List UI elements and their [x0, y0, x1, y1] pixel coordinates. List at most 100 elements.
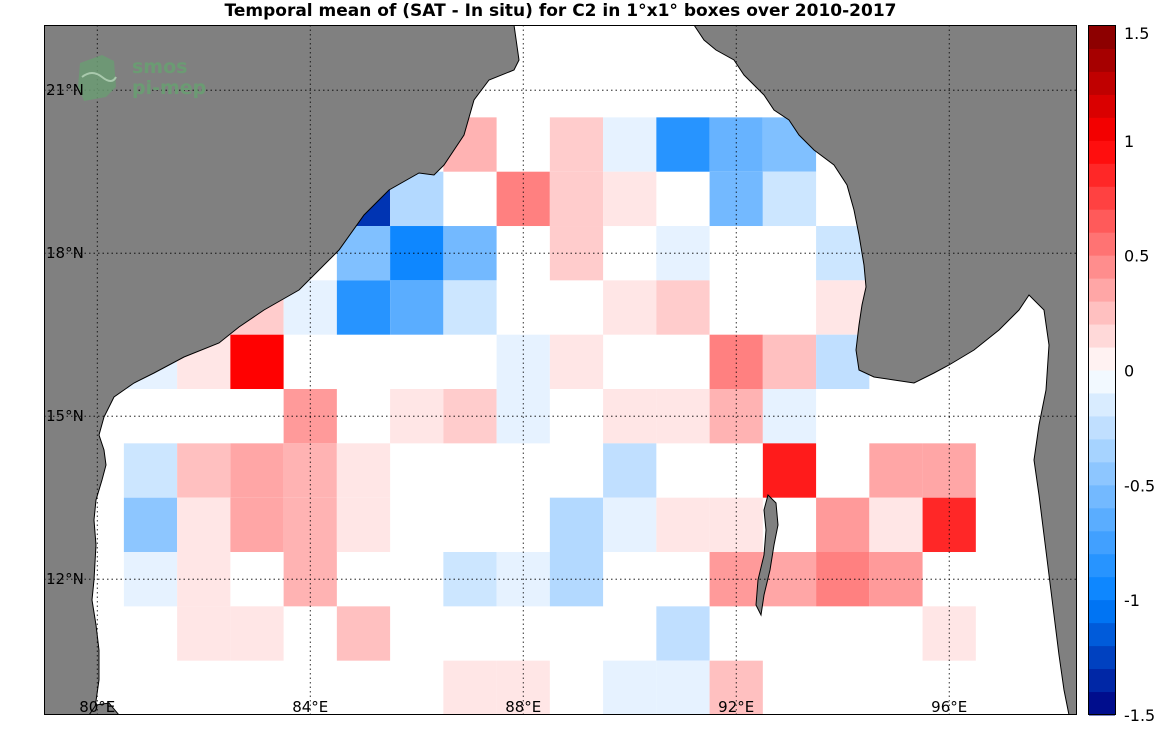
colorbar-bin [1089, 485, 1115, 509]
longitude-label: 96°E [931, 698, 967, 715]
heatmap-cell [230, 334, 284, 390]
heatmap-cell [336, 280, 391, 335]
colorbar-bin [1089, 209, 1115, 234]
heatmap-cell [443, 660, 497, 715]
heatmap-cell [762, 443, 817, 498]
heatmap-cell [549, 334, 604, 390]
heatmap-cell [177, 443, 231, 498]
heatmap-cell [869, 497, 923, 553]
land-andaman [755, 494, 779, 617]
heatmap-cell [390, 226, 444, 281]
heatmap-cell [230, 497, 284, 553]
heatmap-cell [496, 334, 550, 390]
heatmap-cell [443, 389, 497, 444]
heatmap-cell [709, 389, 763, 444]
colorbar-bin [1089, 577, 1115, 601]
colorbar-bin [1089, 508, 1115, 532]
chart-title: Temporal mean of (SAT - In situ) for C2 … [224, 1, 897, 21]
colorbar-bin [1089, 301, 1115, 326]
colorbar-bin [1089, 48, 1115, 73]
logo-mark-icon [78, 55, 116, 101]
colorbar-ticks: 1.5 1 0.5 0 -0.5 -1 -1.5 [1124, 25, 1155, 725]
colorbar-bin [1089, 623, 1115, 647]
heatmap-cell [390, 389, 444, 444]
heatmap-cell [549, 497, 604, 553]
longitude-label: 88°E [505, 698, 541, 715]
heatmap-cell [177, 606, 231, 661]
heatmap-cell [230, 443, 284, 498]
longitude-label: 80°E [79, 698, 115, 715]
heatmap-cell [656, 117, 710, 172]
heatmap-cell [496, 389, 550, 444]
heatmap-cell [762, 171, 817, 227]
colorbar-bin [1089, 278, 1115, 303]
heatmap-cell [603, 171, 657, 227]
colorbar-bin [1089, 439, 1115, 463]
heatmap-cell [603, 497, 657, 553]
heatmap-cell [762, 334, 817, 390]
colorbar-frame [1088, 25, 1116, 715]
land-myanmar [693, 25, 1077, 715]
colorbar-bin [1089, 462, 1115, 486]
colorbar-bin [1089, 646, 1115, 670]
colorbar-bin [1089, 324, 1115, 349]
heatmap-cell [177, 552, 231, 607]
heatmap-cell [443, 280, 497, 335]
colorbar-tick-label: 0.5 [1124, 247, 1149, 266]
colorbar-tick-label: -0.5 [1124, 476, 1155, 495]
colorbar-bin [1089, 669, 1115, 693]
colorbar-tick-label: -1.5 [1124, 706, 1155, 725]
longitude-label: 84°E [292, 698, 328, 715]
heatmap-cell [496, 171, 550, 227]
heatmap-cell [603, 117, 657, 172]
smos-logo: smos pi-mep [78, 55, 206, 101]
colorbar-bin [1089, 26, 1115, 50]
logo-text-pimep: pi-mep [132, 77, 206, 99]
colorbar-bin [1089, 94, 1115, 119]
colorbar-tick-label: -1 [1124, 591, 1140, 610]
heatmap-cell [549, 171, 604, 227]
heatmap-cell [443, 552, 497, 607]
heatmap-cell [603, 660, 657, 715]
colorbar-tick-label: 0 [1124, 362, 1134, 381]
latitude-label: 21°N [46, 81, 84, 99]
colorbar-bin [1089, 347, 1115, 371]
colorbar-bin [1089, 531, 1115, 555]
heatmap-cell [656, 606, 710, 661]
longitude-labels: 80°E 84°E 88°E 92°E 96°E [79, 698, 967, 715]
longitude-label: 92°E [718, 698, 754, 715]
heatmap-cell [709, 171, 763, 227]
colorbar-bin [1089, 692, 1115, 716]
land-india [44, 25, 520, 715]
colorbar-bin [1089, 232, 1115, 257]
heatmap-cell [230, 606, 284, 661]
heatmap-cell [123, 552, 178, 607]
heatmap-cell [709, 117, 763, 172]
heatmap-cell [656, 497, 710, 553]
colorbar-bin [1089, 140, 1115, 165]
heatmap-cell [336, 443, 391, 498]
heatmap-cell [656, 280, 710, 335]
colorbar-bins [1089, 26, 1115, 716]
heatmap-cell [656, 660, 710, 715]
land-sri-lanka [88, 702, 120, 715]
heatmap-cell [336, 497, 391, 553]
latitude-labels: 12°N 15°N 18°N 21°N [46, 81, 84, 588]
map-plot: smos pi-mep 80°E 84°E 88°E 92°E 96°E 12°N 15°… [44, 25, 1077, 715]
heatmap-cell [603, 443, 657, 498]
colorbar-tick-label: 1.5 [1124, 25, 1149, 43]
heatmap-cell [549, 117, 604, 172]
land-masses [44, 25, 1077, 715]
colorbar-bin [1089, 71, 1115, 96]
colorbar-bin [1089, 255, 1115, 280]
colorbar-bin [1089, 393, 1115, 417]
heatmap-cell [123, 443, 178, 498]
map-frame [44, 25, 1077, 715]
heatmap-cell [603, 280, 657, 335]
heatmap-cell [869, 443, 923, 498]
colorbar-bin [1089, 600, 1115, 624]
graticule [44, 25, 1077, 715]
heatmap-cell [816, 552, 870, 607]
latitude-label: 18°N [46, 244, 84, 262]
heatmap-cell [390, 280, 444, 335]
